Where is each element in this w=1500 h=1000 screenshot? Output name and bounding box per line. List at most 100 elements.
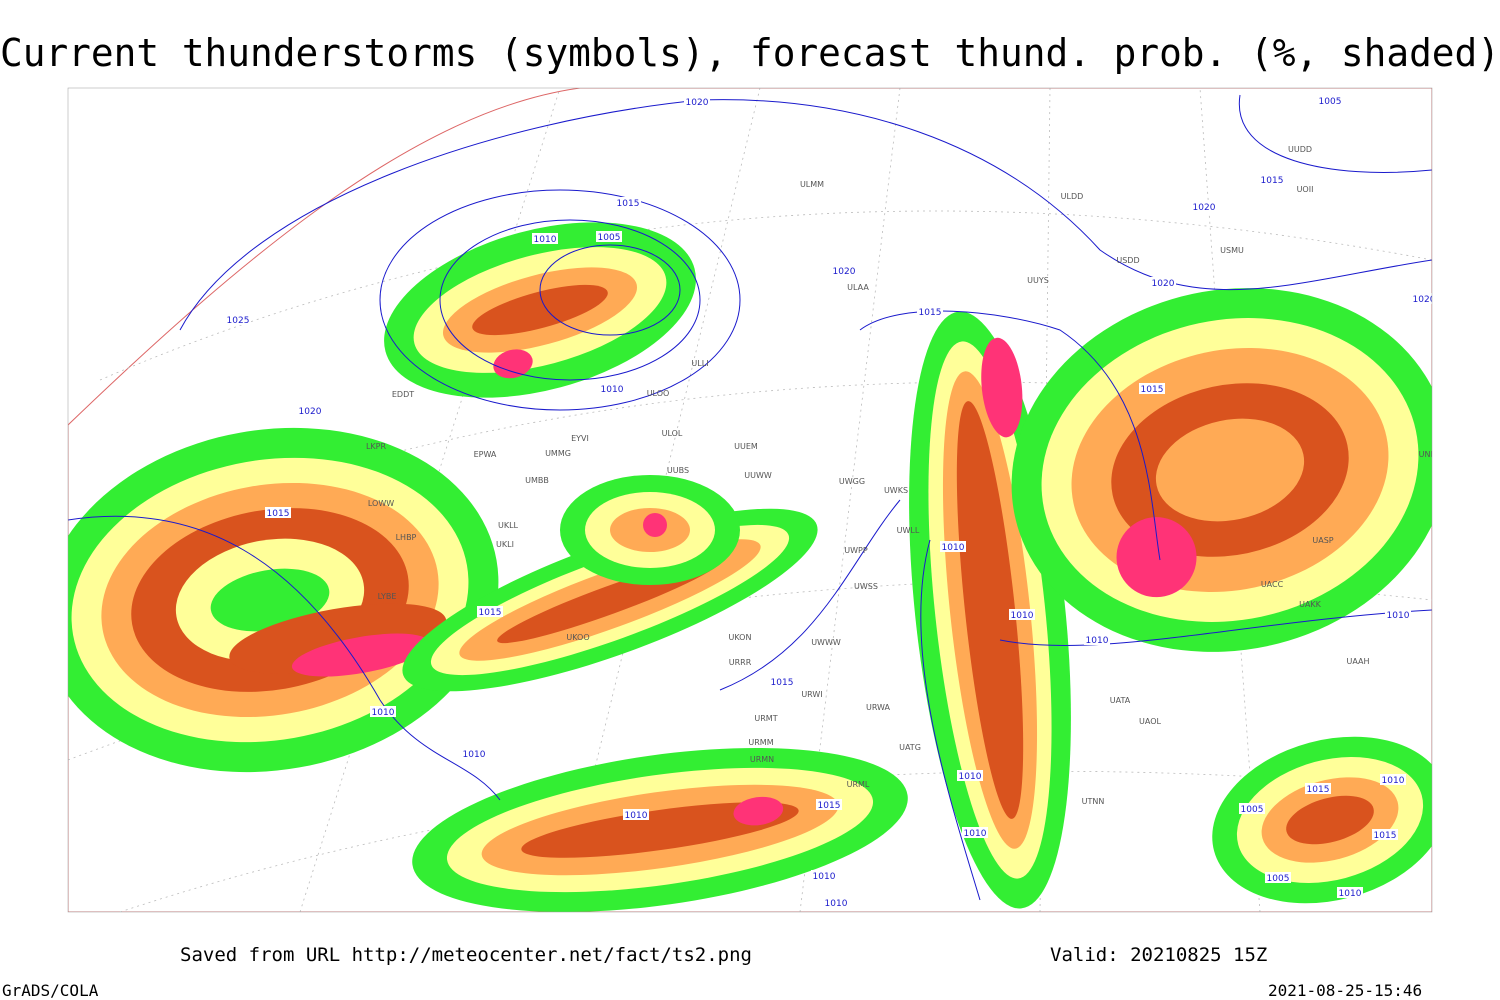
station-label: ULLI	[691, 359, 708, 368]
valid-time: Valid: 20210825 15Z	[1050, 944, 1267, 966]
isobar-label: 1010	[1387, 611, 1410, 621]
station-label: UWWW	[811, 638, 841, 647]
isobar-label-box	[957, 770, 983, 781]
isobar-label-box	[823, 897, 849, 908]
isobar-label: 1010	[964, 829, 987, 839]
isobar-label-box	[615, 197, 641, 208]
station-label: LYBE	[378, 592, 397, 601]
station-label: UATG	[899, 743, 921, 752]
station-label: UAOL	[1139, 717, 1161, 726]
station-label: UTNN	[1082, 797, 1105, 806]
isobar-label: 1025	[227, 316, 250, 326]
station-label: UACC	[1261, 580, 1284, 589]
timestamp: 2021-08-25-15:46	[1268, 981, 1422, 1000]
isobar-label-box	[684, 96, 710, 107]
isobar-label-box	[962, 827, 988, 838]
isobar-label: 1010	[813, 872, 836, 882]
station-label: URML	[847, 780, 870, 789]
station-label: UWPP	[844, 546, 868, 555]
station-label: ULOO	[647, 389, 670, 398]
map-title: Current thunderstorms (symbols), forecas…	[0, 31, 1500, 75]
isobar-label: 1015	[267, 509, 290, 519]
station-label: UUEM	[734, 442, 758, 451]
isobar-labels: 1020 1005 1015 1015 1010 1005 1020 1020 1020 1025…	[225, 95, 1436, 909]
isobar-label: 1010	[534, 235, 557, 245]
station-label: UATA	[1110, 696, 1131, 705]
station-label: UAKK	[1299, 600, 1322, 609]
station-label: LOWW	[368, 499, 394, 508]
station-label: UKLI	[496, 540, 514, 549]
isobar-label: 1015	[1261, 176, 1284, 186]
isobar-label-box	[1411, 293, 1432, 304]
station-label: URWA	[866, 703, 891, 712]
isobar-label-box	[1139, 383, 1165, 394]
software: GrADS/COLA	[2, 981, 99, 1000]
isobar-label-box	[370, 706, 396, 717]
station-label: UWGG	[839, 477, 865, 486]
isobar-label-box	[917, 306, 943, 317]
isobar-label-box	[225, 314, 251, 325]
isobar-label-box	[1372, 829, 1398, 840]
isobar-label-box	[1259, 174, 1285, 185]
isobar-label: 1010	[1011, 611, 1034, 621]
isobar-label: 1010	[372, 708, 395, 718]
isobar-label-box	[599, 383, 625, 394]
isobar-label-box	[1084, 634, 1110, 645]
isobar-label-box	[1317, 95, 1343, 106]
isobar-label: 1010	[959, 772, 982, 782]
station-label: UAAH	[1346, 657, 1369, 666]
isobar-label-box	[1239, 803, 1265, 814]
isobar-label-box	[940, 541, 966, 552]
station-label: URRR	[729, 658, 752, 667]
station-label: UASP	[1312, 536, 1333, 545]
isobar-label-box	[1191, 201, 1217, 212]
station-label: EDDT	[392, 390, 414, 399]
station-label: UUBS	[667, 466, 689, 475]
isobar-label: 1010	[463, 750, 486, 760]
isobar-label: 1005	[1241, 805, 1264, 815]
isobar-label: 1020	[299, 407, 322, 417]
isobar-label: 1015	[479, 608, 502, 618]
station-label: URMN	[750, 755, 774, 764]
isobar-label-box	[831, 265, 857, 276]
isobar-label: 1020	[1413, 295, 1436, 305]
isobar-label: 1010	[625, 811, 648, 821]
station-label: URWI	[801, 690, 822, 699]
station-label: UWKS	[884, 486, 908, 495]
isobar-label: 1005	[1267, 874, 1290, 884]
station-label: UKON	[729, 633, 752, 642]
isobar-label-box	[477, 606, 503, 617]
station-label: ULMM	[800, 180, 824, 189]
station-label: UWSS	[854, 582, 878, 591]
isobar-label-box	[1265, 872, 1291, 883]
station-label: UUWW	[744, 471, 772, 480]
isobar-label: 1010	[601, 385, 624, 395]
map-area: 1020 1005 1015 1015 1010 1005 1020 1020 1020 1025…	[68, 88, 1442, 912]
station-label: LHBP	[396, 533, 417, 542]
isobar-label-box	[816, 799, 842, 810]
station-label: UNNT	[1419, 450, 1442, 459]
isobar-label: 1015	[617, 199, 640, 209]
isobar-label: 1015	[919, 308, 942, 318]
isobar-label: 1015	[1307, 785, 1330, 795]
isobar-label-box	[769, 676, 795, 687]
isobar-label: 1010	[1382, 776, 1405, 786]
isobar-label: 1015	[1141, 385, 1164, 395]
isobar-label-box	[623, 809, 649, 820]
station-label: UUDD	[1288, 145, 1312, 154]
isobar-label: 1010	[1086, 636, 1109, 646]
isobar-label: 1015	[818, 801, 841, 811]
isobar-label: 1015	[771, 678, 794, 688]
isobar-label-box	[1305, 783, 1331, 794]
station-label: ULDD	[1061, 192, 1084, 201]
station-label: ULAA	[847, 283, 869, 292]
station-label: LKPR	[366, 442, 387, 451]
isobar-label: 1005	[1319, 97, 1342, 107]
isobar-label-box	[1337, 887, 1363, 898]
station-label: UOII	[1297, 185, 1314, 194]
isobar-label-box	[596, 231, 622, 242]
station-label: UUYS	[1027, 276, 1049, 285]
station-label: USDD	[1116, 256, 1139, 265]
isobar-label: 1015	[1374, 831, 1397, 841]
